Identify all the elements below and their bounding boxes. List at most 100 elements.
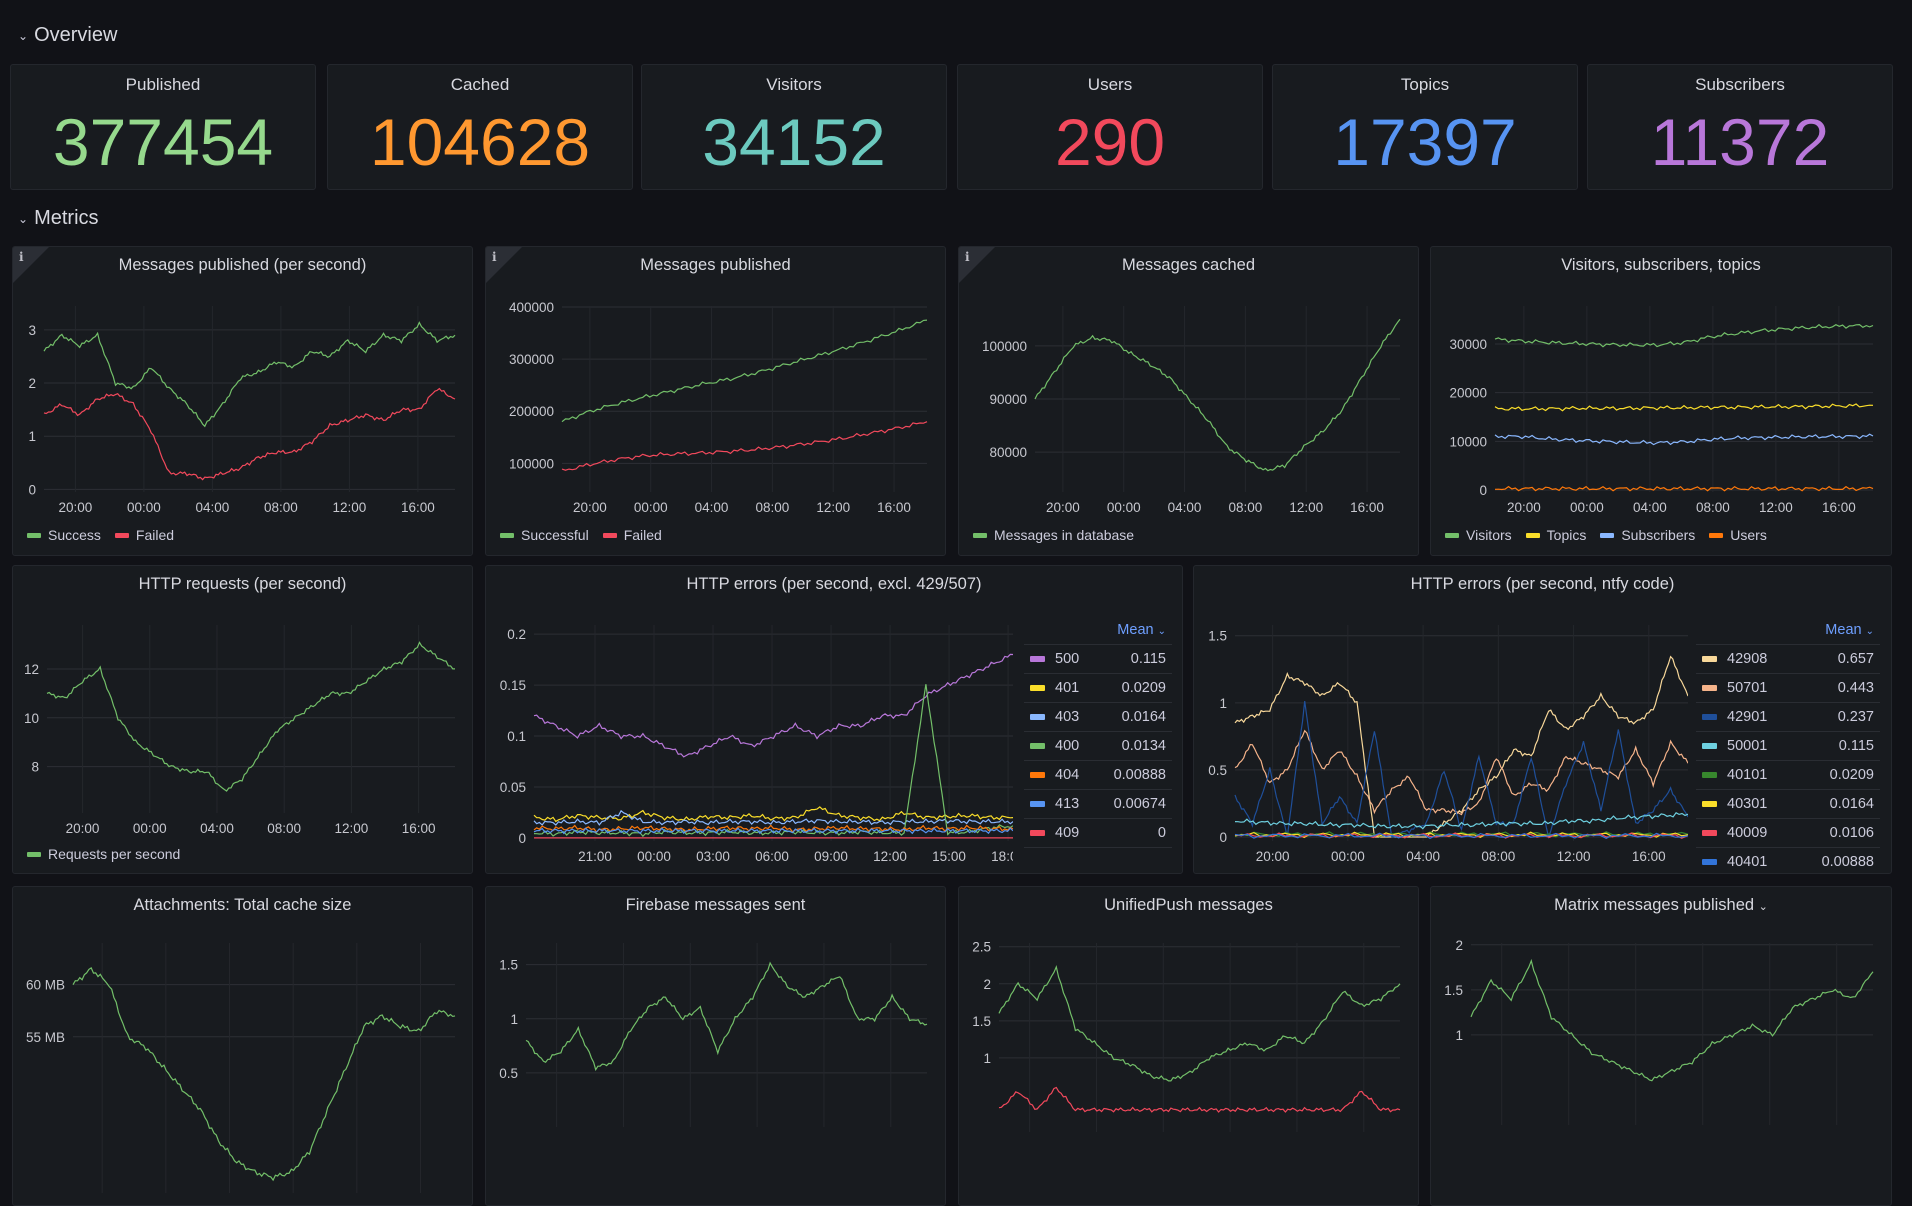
x-tick-label: 20:00 [573,500,607,515]
series-line-500 [533,653,1013,758]
legend-row[interactable]: 400 0.0134 [1024,732,1172,761]
x-tick-label: 04:00 [195,500,229,515]
legend-swatch [1702,743,1717,749]
legend-swatch [1702,801,1717,807]
legend-swatch [114,532,129,538]
legend-swatch [1030,656,1045,662]
x-tick-label: 16:00 [877,500,911,515]
panel-title[interactable]: Matrix messages published ⌄ [1431,896,1891,915]
legend-label: 404 [1055,767,1080,783]
y-tick-label: 0.5 [1208,763,1227,778]
panel-title: Firebase messages sent [625,896,806,914]
panel-title-text: Matrix messages published [1554,896,1755,914]
panel-title: UnifiedPush messages [1104,896,1273,914]
y-tick-label: 100000 [982,339,1027,354]
legend-row[interactable]: 409 0 [1024,819,1172,848]
legend-row[interactable]: 40301 0.0164 [1696,790,1880,819]
panel-title: Messages published [640,256,791,274]
x-tick-label: 18:00 [991,849,1013,864]
y-tick-label: 12 [24,662,39,677]
series-line-Users [1494,485,1874,492]
chart: 8 10 12 20:00 00:00 04:00 08:00 12:00 16:00 [24,625,455,836]
legend-row[interactable]: 403 0.0164 [1024,703,1172,732]
legend-row[interactable]: 40009 0.0106 [1696,819,1880,848]
chevron-down-icon[interactable]: ⌄ [1758,901,1768,913]
legend: Success Failed [27,527,174,543]
info-icon[interactable]: i [492,250,497,264]
legend-label: 40101 [1727,767,1768,783]
legend: Requests per second [27,846,180,862]
legend: Successful Failed [500,527,662,543]
legend-row[interactable]: 404 0.00888 [1024,761,1172,790]
x-tick-label: 12:00 [873,849,907,864]
legend-row[interactable]: 50001 0.115 [1696,732,1880,761]
legend-row[interactable]: 40401 0.00888 [1696,848,1880,873]
legend-item[interactable]: Subscribers [1600,527,1695,543]
legend-row[interactable]: 500 0.115 [1024,645,1172,674]
legend-mean: 0.0209 [1121,680,1166,696]
x-tick-label: 08:00 [264,500,298,515]
legend-label: 50701 [1727,680,1768,696]
x-tick-label: 04:00 [1168,500,1202,515]
legend-label: 409 [1055,825,1080,841]
series-line-Visitors [1494,323,1874,348]
legend-item[interactable]: Success [27,527,101,543]
legend-row[interactable]: 40101 0.0209 [1696,761,1880,790]
legend-row[interactable]: 42901 0.237 [1696,703,1880,732]
y-tick-label: 80000 [989,445,1027,460]
legend-row[interactable]: 42908 0.657 [1696,645,1880,674]
info-icon[interactable]: i [965,250,970,264]
legend-swatch [1702,685,1717,691]
sort-by-mean-button[interactable]: Mean ⌄ [1024,616,1172,645]
series-line-Failed [561,421,928,471]
x-tick-label: 20:00 [1507,500,1541,515]
info-corner[interactable] [13,247,49,283]
legend-mean: 0.00888 [1113,767,1166,783]
legend-swatch [1030,685,1045,691]
x-tick-label: 00:00 [634,500,668,515]
info-corner[interactable] [486,247,522,283]
sort-label: Mean [1825,622,1862,638]
x-tick-label: 12:00 [332,500,366,515]
row-title: Overview [34,24,118,46]
legend-item[interactable]: Failed [602,527,662,543]
chart: 0.5 1 1.5 [499,943,928,1127]
y-tick-label: 0.2 [507,627,526,642]
legend-row[interactable]: 401 0.0209 [1024,674,1172,703]
stat-title: Users [1087,75,1133,94]
series-line-40401 [1234,832,1688,839]
series-line-Failed [43,387,456,481]
series-line-42908 [1234,655,1688,838]
sort-by-mean-button[interactable]: Mean ⌄ [1696,616,1880,645]
legend-swatch [602,532,617,538]
info-corner[interactable] [959,247,995,283]
legend-item[interactable]: Topics [1525,527,1586,543]
row-toggle-metrics[interactable]: ⌄ Metrics [18,207,99,230]
legend-item[interactable]: Failed [114,527,174,543]
info-icon[interactable]: i [19,250,24,264]
legend-item[interactable]: Requests per second [27,846,180,862]
row-toggle-overview[interactable]: ⌄ Overview [18,24,117,47]
x-tick-label: 08:00 [1481,849,1515,864]
legend-item[interactable]: Messages in database [973,527,1134,543]
stat-title: Cached [450,75,510,94]
x-tick-label: 04:00 [1633,500,1667,515]
legend-item[interactable]: Users [1709,527,1767,543]
legend-row[interactable]: 413 0.00674 [1024,790,1172,819]
stat-value: 104628 [369,105,591,179]
x-tick-label: 04:00 [1406,849,1440,864]
x-tick-label: 04:00 [200,821,234,836]
series-line-401 [533,806,1013,823]
legend-mean: 0.237 [1837,709,1874,725]
x-tick-label: 20:00 [1256,849,1290,864]
y-tick-label: 10000 [1449,434,1487,449]
x-tick-label: 20:00 [1046,500,1080,515]
stat-value: 34152 [702,105,886,179]
stat-value: 377454 [52,105,274,179]
legend-row[interactable]: 50701 0.443 [1696,674,1880,703]
stat-panel-published: Published 377454 [10,64,316,190]
legend-item[interactable]: Successful [500,527,589,543]
legend-label: Successful [521,527,589,543]
legend-item[interactable]: Visitors [1445,527,1512,543]
panel-title: Visitors, subscribers, topics [1561,256,1761,274]
